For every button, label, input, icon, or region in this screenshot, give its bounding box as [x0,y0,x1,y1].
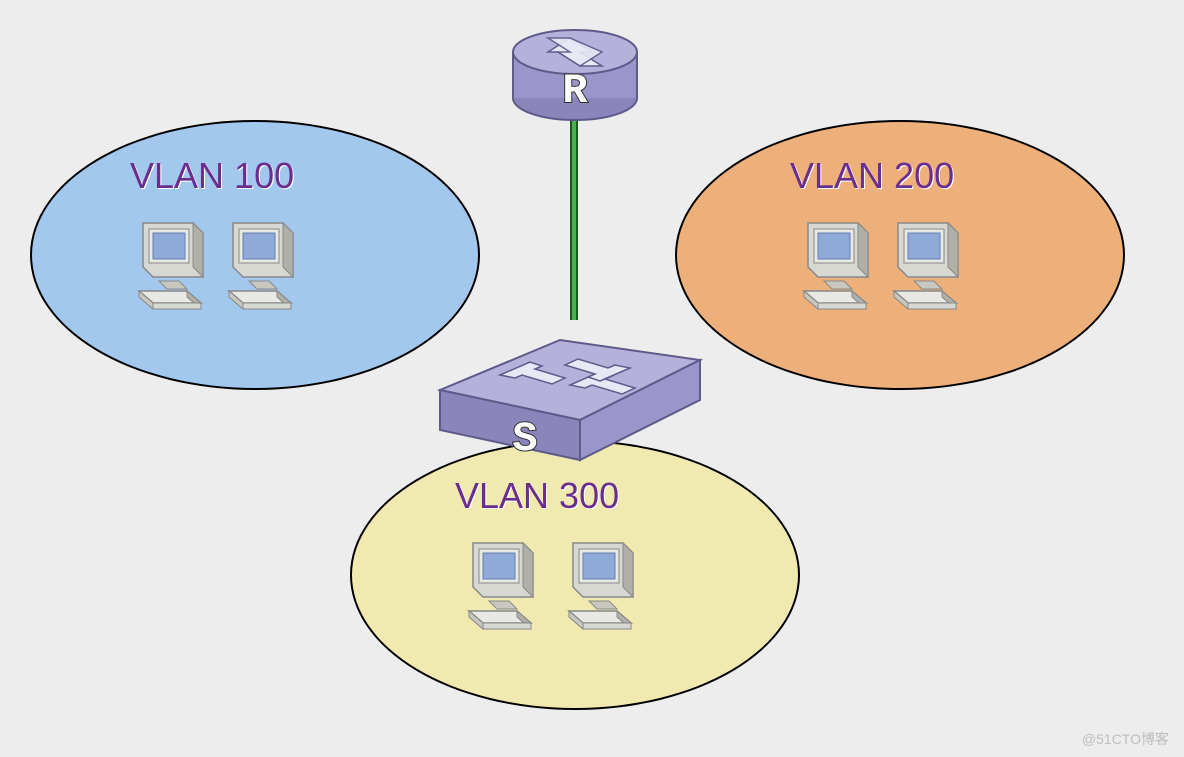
switch-device: S [400,290,740,470]
vlan100-computer-2 [215,215,305,315]
vlan200-computer-1 [790,215,880,315]
router-device: R [490,20,660,130]
switch-label: S [512,415,537,463]
vlan100-label: VLAN 100 [130,155,294,197]
router-label: R [562,67,588,115]
vlan200-computer-2 [880,215,970,315]
vlan300-label: VLAN 300 [455,475,619,517]
vlan200-label: VLAN 200 [790,155,954,197]
vlan300-computer-2 [555,535,645,635]
watermark-text: @51CTO博客 [1082,729,1169,749]
vlan300-computer-1 [455,535,545,635]
vlan100-computer-1 [125,215,215,315]
